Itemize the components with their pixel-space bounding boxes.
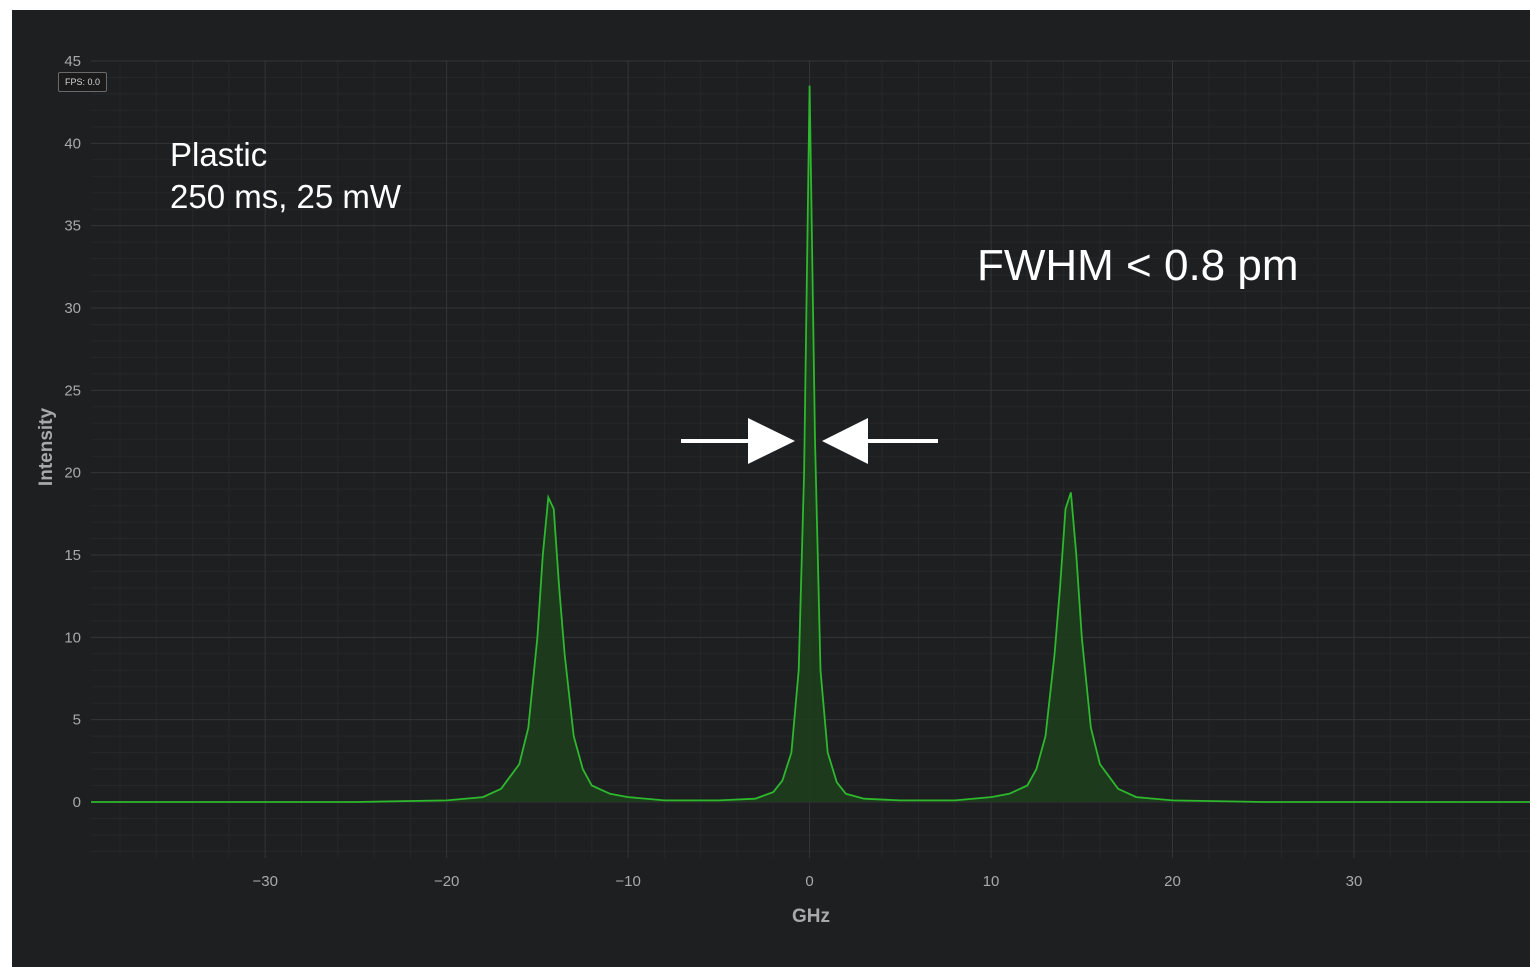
x-axis-ticks: −30 −20 −10 0 10 20 30 [252,873,1362,890]
y-axis-title: Intensity [36,408,57,487]
y-tick-label: 30 [64,300,81,317]
y-tick-label: 20 [64,465,81,482]
y-tick-label: 40 [64,135,81,152]
right-arrow-icon [822,418,868,464]
y-tick-label: 15 [64,547,81,564]
x-tick-label: −20 [434,873,459,890]
y-tick-label: 25 [64,382,81,399]
y-tick-label: 5 [73,712,81,729]
x-tick-label: 20 [1164,873,1181,890]
y-tick-label: 45 [64,53,81,70]
fps-badge: FPS: 0.0 [58,72,108,92]
plot-frame: 0 5 10 15 20 25 30 35 40 45 −30 −20 −10 0 10 20 30 GHz … [12,10,1530,967]
y-tick-label: 10 [64,629,81,646]
sample-annotation: Plastic 250 ms, 25 mW [170,134,401,218]
acquisition-settings: 250 ms, 25 mW [170,178,402,215]
y-tick-label: 0 [73,794,81,811]
left-arrow-icon [748,418,795,464]
y-axis-ticks: 0 5 10 15 20 25 30 35 40 45 [64,53,81,811]
series-fill-area [91,85,1530,802]
x-tick-label: 10 [983,873,1000,890]
fwhm-arrows [681,418,938,464]
sample-name: Plastic [170,136,268,173]
x-axis-title: GHz [792,906,830,927]
fwhm-annotation: FWHM < 0.8 pm [977,241,1299,290]
x-tick-label: 0 [805,873,813,890]
x-tick-label: 30 [1346,873,1363,890]
x-tick-label: −30 [252,873,277,890]
series-trace [91,85,1530,803]
y-tick-label: 35 [64,218,81,235]
x-tick-label: −10 [615,873,640,890]
